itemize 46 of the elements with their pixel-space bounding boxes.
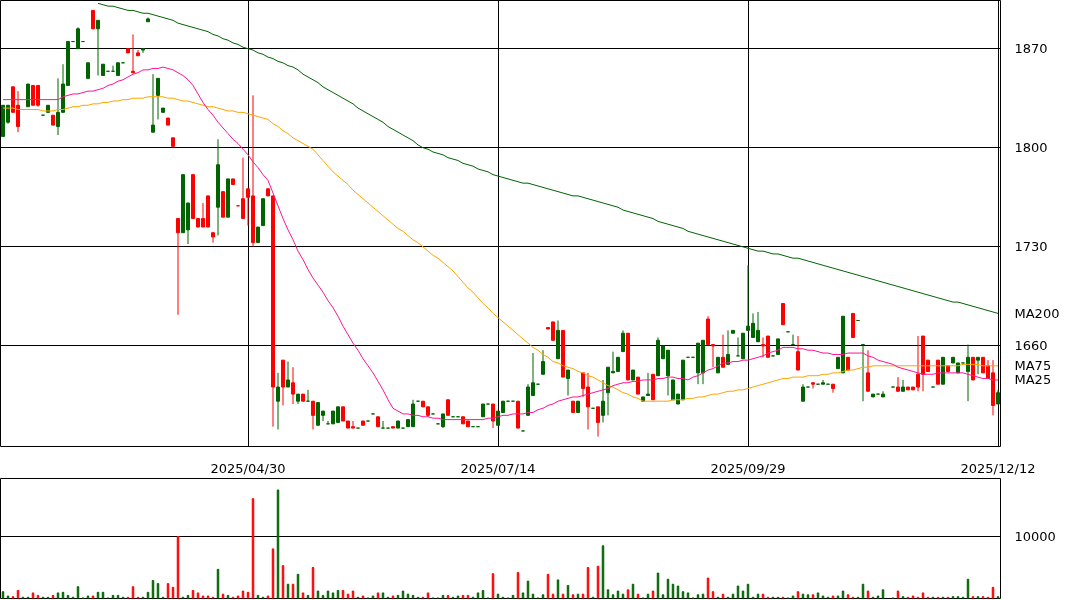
candlestick [901, 379, 905, 392]
y-tick-label: 1870 [1014, 41, 1048, 57]
candlestick [76, 26, 80, 50]
candlestick [896, 376, 900, 392]
x-tick-label: 2025/09/29 [710, 460, 786, 476]
candlestick [156, 77, 160, 120]
candlestick [276, 372, 280, 431]
x-tick-label: 2025/12/12 [960, 460, 1036, 476]
series-label: MA75 [1014, 358, 1052, 374]
line-series [97, 2, 999, 314]
candlestick [91, 9, 95, 30]
series-label: MA25 [1014, 372, 1052, 388]
y-tick-label: 10000 [1014, 528, 1056, 544]
candlestick [781, 303, 785, 326]
candlestick [601, 379, 605, 423]
x-tick-label: 2025/07/14 [460, 460, 536, 476]
candlestick [976, 356, 980, 375]
candlestick [646, 372, 650, 397]
candlestick [211, 232, 215, 244]
candlestick [621, 329, 625, 353]
candlestick [96, 19, 100, 77]
candlestick [381, 420, 385, 429]
candlestick [291, 366, 295, 405]
x-tick-label: 2025/04/30 [210, 460, 286, 476]
series-label: MA200 [1014, 305, 1060, 321]
candlestick [491, 403, 495, 429]
candlestick [176, 218, 180, 316]
candlestick [286, 361, 290, 388]
candlestick [811, 382, 815, 389]
candlestick [821, 379, 825, 385]
candlestick [966, 344, 970, 402]
candlestick [566, 369, 570, 397]
candlestick [151, 73, 155, 133]
candlestick [796, 335, 800, 371]
candlestick [971, 356, 975, 381]
candlestick [541, 349, 545, 375]
candlestick [596, 406, 600, 438]
candlestick [26, 83, 30, 108]
candlestick [141, 48, 145, 54]
y-tick-label: 1660 [1014, 338, 1048, 354]
candlestick [311, 400, 315, 431]
candlestick [831, 383, 835, 394]
candlestick [241, 157, 245, 220]
candlestick [866, 349, 870, 392]
y-tick-label: 1800 [1014, 140, 1048, 156]
y-tick-label: 1730 [1014, 239, 1048, 255]
